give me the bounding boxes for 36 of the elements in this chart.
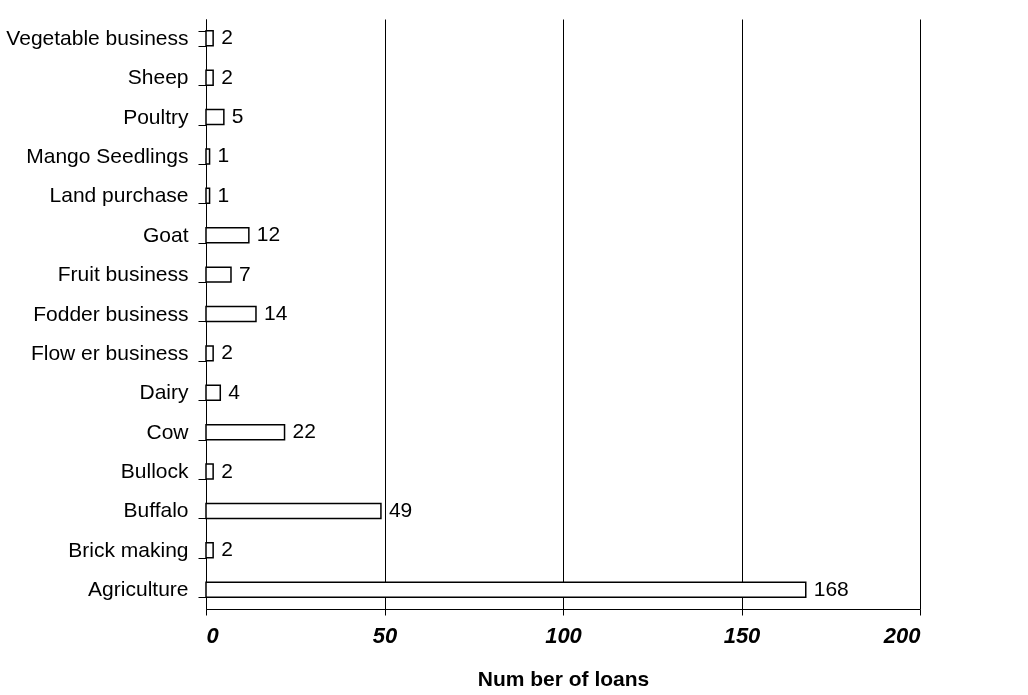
data-label: 2: [221, 64, 233, 88]
y-tick-label: Buffalo: [123, 498, 189, 522]
y-tick-label: Sheep: [127, 65, 189, 89]
data-label: 5: [231, 104, 244, 128]
data-label: 22: [292, 419, 316, 443]
data-label: 1: [217, 143, 230, 167]
x-tick-label: 200: [882, 622, 922, 648]
data-label: 1: [217, 182, 230, 206]
y-tick-label: Vegetable business: [6, 25, 189, 49]
y-tick-label: Fodder business: [33, 301, 189, 325]
data-label: 2: [221, 25, 233, 49]
y-tick-label: Mango Seedlings: [26, 143, 189, 167]
y-tick-label: Land purchase: [49, 183, 189, 207]
data-label: 7: [238, 261, 251, 285]
y-tick-label: Bullock: [120, 459, 189, 483]
y-tick-label: Brick making: [68, 537, 189, 561]
x-tick-label: 150: [723, 622, 762, 648]
data-label: 12: [256, 222, 281, 246]
x-tick-label: 0: [206, 622, 220, 648]
x-tick-label: 100: [545, 622, 583, 648]
data-label: 2: [221, 537, 233, 561]
y-tick-label: Dairy: [139, 380, 189, 404]
data-label: 14: [263, 301, 288, 324]
y-tick-label: Agriculture: [88, 577, 189, 601]
data-label: 2: [221, 340, 233, 364]
data-label: 168: [813, 576, 849, 600]
data-label: 4: [228, 379, 241, 403]
y-tick-label: Goat: [142, 222, 189, 246]
y-tick-label: Fruit business: [57, 262, 189, 286]
data-label: 2: [221, 458, 233, 482]
x-tick-label: 50: [372, 622, 398, 648]
y-tick-label: Poultry: [123, 104, 189, 128]
y-tick-label: Flow er business: [30, 340, 189, 364]
x-axis-title: Num ber of loans: [477, 666, 650, 690]
data-label: 49: [388, 497, 413, 521]
y-tick-label: Cow: [146, 419, 190, 443]
